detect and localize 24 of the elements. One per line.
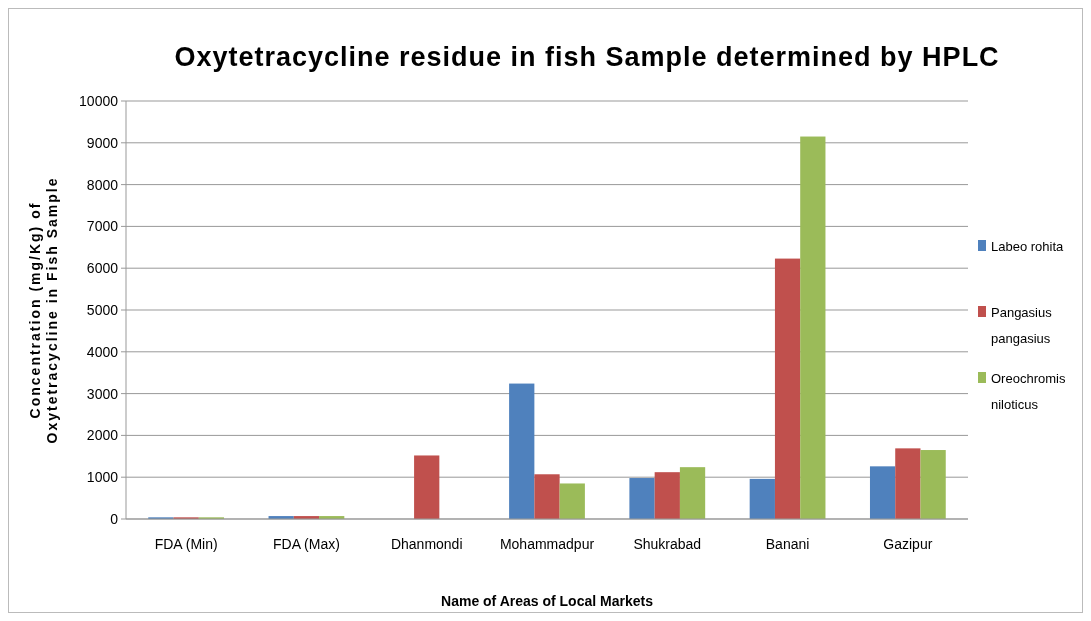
y-tick-label: 1000	[86, 469, 119, 486]
y-tick-label: 10000	[79, 92, 119, 109]
y-tick-label: 0	[110, 510, 119, 527]
y-tick-label: 5000	[86, 301, 119, 318]
x-tick-label: FDA (Min)	[154, 536, 218, 552]
x-axis-title: Name of Areas of Local Markets	[441, 593, 654, 609]
y-tick-label: 9000	[86, 134, 119, 151]
legend-label: Pangasius pangasius	[991, 304, 1053, 346]
y-tick-label: 8000	[86, 176, 119, 193]
y-tick-label: 2000	[86, 427, 119, 444]
y-tick-label: 6000	[86, 260, 119, 277]
y-tick-label: 3000	[86, 385, 119, 402]
x-tick-label: Shukrabad	[633, 536, 702, 552]
x-tick-label: Banani	[765, 536, 810, 552]
x-tick-label: FDA (Max)	[272, 536, 340, 552]
chart-title: Oxytetracycline residue in fish Sample determined by HPLC	[174, 42, 1000, 72]
legend-label: Labeo rohita	[991, 238, 1065, 254]
y-tick-label: 7000	[86, 218, 119, 235]
x-tick-label: Gazipur	[883, 536, 933, 552]
y-tick-label: 4000	[86, 343, 119, 360]
legend-label: Oreochromis niloticus	[991, 370, 1066, 412]
x-tick-label: Dhanmondi	[390, 536, 463, 552]
y-axis-title: Concentration (mg/Kg) of Oxytetracycline in Fish Sample	[27, 176, 60, 444]
x-tick-label: Mohammadpur	[499, 536, 595, 552]
